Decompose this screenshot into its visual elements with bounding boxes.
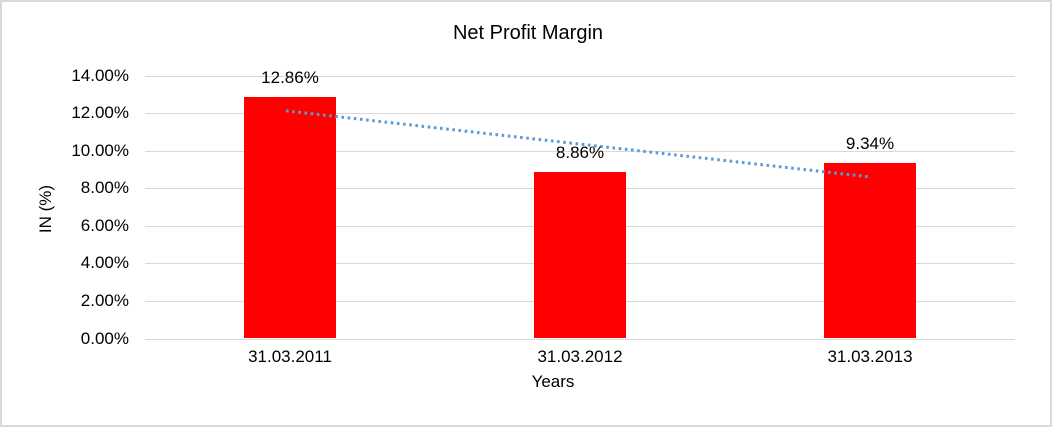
y-axis-tick-label: 0.00% — [80, 328, 129, 348]
y-axis-tick-label: 2.00% — [80, 290, 129, 310]
bar-data-label: 8.86% — [555, 143, 605, 163]
trendline-path — [285, 109, 871, 179]
gridline — [145, 75, 1015, 77]
y-axis-tick-label: 6.00% — [80, 215, 129, 235]
bar-data-label: 12.86% — [261, 67, 319, 87]
x-axis-tick-label: 31.03.2012 — [537, 346, 623, 366]
y-axis-tick-label: 14.00% — [71, 65, 129, 85]
y-axis-tick-label: 12.00% — [71, 103, 129, 123]
gridline — [145, 112, 1015, 114]
x-axis-tick-label: 31.03.2011 — [248, 346, 332, 366]
bar — [824, 163, 916, 339]
gridline — [145, 150, 1015, 152]
chart-title: Net Profit Margin — [452, 22, 604, 44]
bar — [244, 96, 336, 339]
x-axis-tick-label: 31.03.2013 — [827, 346, 913, 366]
bar — [534, 172, 626, 339]
x-axis-title: Years — [531, 372, 575, 391]
y-axis-tick-label: 10.00% — [71, 140, 129, 160]
y-axis-tick-label: 4.00% — [80, 253, 129, 273]
y-axis-tick-label: 8.00% — [80, 178, 129, 198]
gridline — [145, 338, 1015, 340]
bar-data-label: 9.34% — [845, 134, 895, 154]
